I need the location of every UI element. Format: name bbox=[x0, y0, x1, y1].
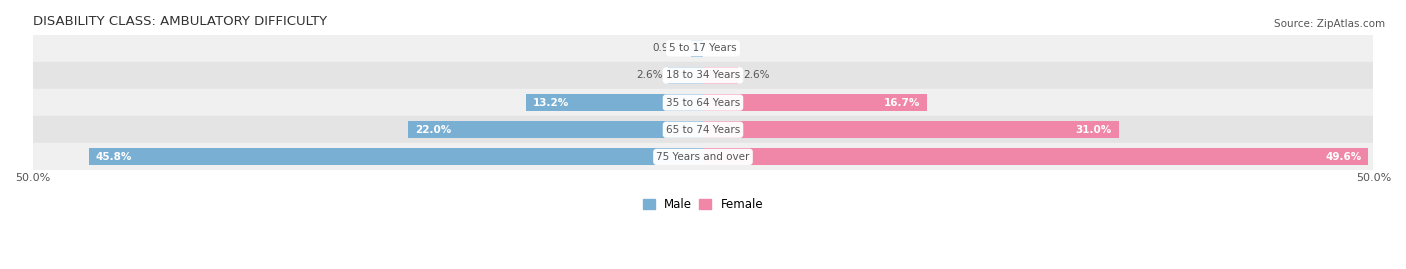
Text: DISABILITY CLASS: AMBULATORY DIFFICULTY: DISABILITY CLASS: AMBULATORY DIFFICULTY bbox=[32, 15, 326, 28]
Bar bbox=[703, 148, 1368, 165]
Text: 5 to 17 Years: 5 to 17 Years bbox=[669, 43, 737, 53]
Bar bbox=[703, 67, 738, 84]
Text: 0.93%: 0.93% bbox=[652, 43, 685, 53]
Bar bbox=[526, 94, 703, 111]
Text: 75 Years and over: 75 Years and over bbox=[657, 152, 749, 162]
Bar bbox=[408, 121, 703, 138]
Text: 2.6%: 2.6% bbox=[637, 70, 662, 80]
Text: Source: ZipAtlas.com: Source: ZipAtlas.com bbox=[1274, 19, 1385, 29]
Bar bbox=[703, 121, 1119, 138]
Text: 45.8%: 45.8% bbox=[96, 152, 132, 162]
Bar bbox=[32, 62, 1374, 89]
Text: 31.0%: 31.0% bbox=[1076, 125, 1112, 135]
Bar bbox=[32, 89, 1374, 116]
Text: 49.6%: 49.6% bbox=[1324, 152, 1361, 162]
Bar bbox=[89, 148, 703, 165]
Text: 35 to 64 Years: 35 to 64 Years bbox=[666, 98, 740, 108]
Legend: Male, Female: Male, Female bbox=[638, 194, 768, 216]
Bar bbox=[32, 35, 1374, 62]
Text: 65 to 74 Years: 65 to 74 Years bbox=[666, 125, 740, 135]
Bar bbox=[668, 67, 703, 84]
Bar bbox=[690, 40, 703, 57]
Bar bbox=[703, 94, 927, 111]
Text: 13.2%: 13.2% bbox=[533, 98, 569, 108]
Text: 22.0%: 22.0% bbox=[415, 125, 451, 135]
Text: 2.6%: 2.6% bbox=[744, 70, 769, 80]
Text: 16.7%: 16.7% bbox=[884, 98, 920, 108]
Bar bbox=[32, 143, 1374, 171]
Text: 18 to 34 Years: 18 to 34 Years bbox=[666, 70, 740, 80]
Bar bbox=[32, 116, 1374, 143]
